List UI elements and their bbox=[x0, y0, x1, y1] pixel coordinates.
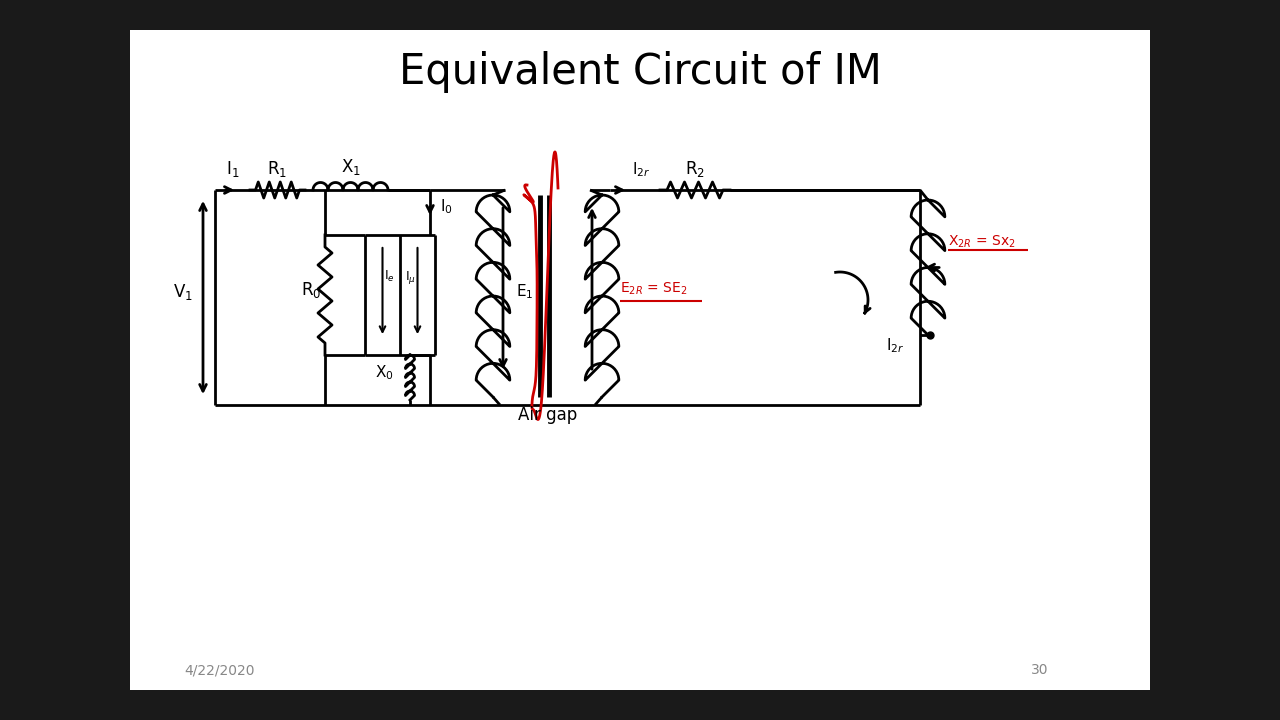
Text: I$_{2r}$: I$_{2r}$ bbox=[632, 160, 650, 179]
Text: 4/22/2020: 4/22/2020 bbox=[184, 663, 255, 677]
Text: R$_2$: R$_2$ bbox=[685, 159, 705, 179]
Text: I$_e$: I$_e$ bbox=[384, 269, 396, 284]
Text: E$_{2R}$ = SE$_2$: E$_{2R}$ = SE$_2$ bbox=[620, 281, 687, 297]
Text: R$_0$: R$_0$ bbox=[301, 280, 321, 300]
Text: 30: 30 bbox=[1032, 663, 1048, 677]
Text: I$_1$: I$_1$ bbox=[227, 159, 239, 179]
Text: I$_{2r}$: I$_{2r}$ bbox=[886, 336, 904, 355]
Text: I$_\mu$: I$_\mu$ bbox=[404, 269, 416, 286]
Text: R$_1$: R$_1$ bbox=[268, 159, 288, 179]
Text: X$_{2R}$ = Sx$_2$: X$_{2R}$ = Sx$_2$ bbox=[948, 233, 1016, 250]
Text: Equivalent Circuit of IM: Equivalent Circuit of IM bbox=[398, 51, 882, 93]
Bar bbox=[131, 30, 1149, 690]
Text: Air gap: Air gap bbox=[518, 406, 577, 424]
Text: E$_1$: E$_1$ bbox=[517, 282, 534, 301]
Text: X$_0$: X$_0$ bbox=[375, 364, 394, 382]
Text: X$_1$: X$_1$ bbox=[340, 157, 361, 177]
Text: I$_0$: I$_0$ bbox=[440, 197, 453, 216]
Text: V$_1$: V$_1$ bbox=[173, 282, 193, 302]
